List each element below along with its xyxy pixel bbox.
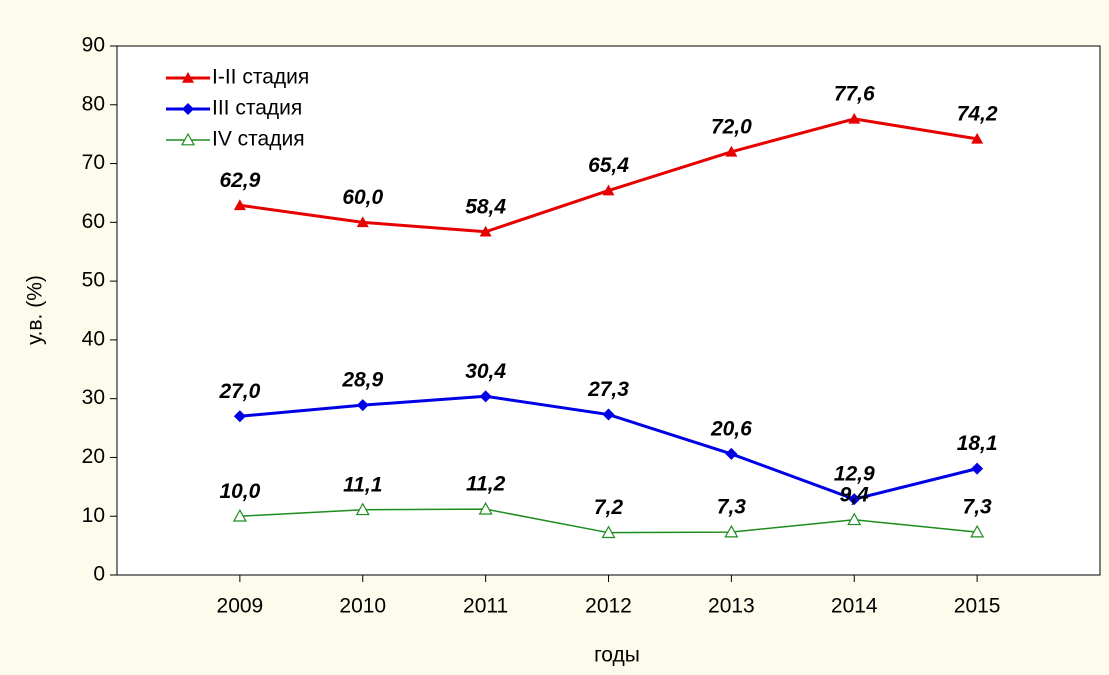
value-label: 10,0 — [219, 480, 260, 503]
y-tick-label: 70 — [82, 151, 105, 174]
y-tick-label: 60 — [82, 210, 105, 233]
value-label: 60,0 — [342, 186, 383, 209]
value-label: 11,2 — [466, 473, 506, 496]
legend-marker — [180, 132, 196, 146]
y-tick-label: 10 — [82, 504, 105, 527]
value-label: 12,9 — [834, 463, 875, 486]
plot-area — [116, 45, 1101, 576]
value-label: 9,4 — [840, 483, 870, 506]
value-label: 30,4 — [465, 360, 506, 383]
data-point — [847, 512, 862, 526]
value-label: 65,4 — [588, 154, 629, 177]
y-tick-label: 80 — [82, 92, 105, 115]
x-tick-label: 2015 — [954, 595, 1001, 618]
data-point — [724, 524, 739, 538]
data-point — [356, 216, 369, 228]
value-label: 7,3 — [717, 496, 747, 519]
value-label: 27,0 — [218, 380, 260, 403]
value-label: 58,4 — [465, 195, 506, 218]
y-tick-label: 20 — [82, 445, 105, 468]
value-label: 77,6 — [834, 82, 875, 105]
data-point — [233, 410, 246, 423]
x-tick-label: 2013 — [708, 595, 755, 618]
y-tick-label: 40 — [82, 327, 105, 350]
x-tick-label: 2009 — [217, 595, 264, 618]
y-tick-label: 50 — [82, 269, 105, 292]
data-point — [356, 399, 369, 412]
x-tick-label: 2014 — [831, 595, 878, 618]
data-point — [233, 199, 246, 211]
x-tick-label: 2012 — [585, 595, 632, 618]
data-point — [602, 184, 615, 196]
value-label: 72,0 — [711, 115, 752, 138]
value-label: 18,1 — [957, 432, 998, 455]
data-point — [848, 493, 861, 506]
legend-marker — [182, 103, 194, 115]
data-point — [971, 132, 984, 144]
data-point — [725, 145, 738, 157]
value-label: 20,6 — [710, 417, 752, 440]
y-tick-label: 0 — [93, 563, 105, 586]
data-point — [970, 524, 985, 538]
value-label: 11,1 — [343, 473, 382, 496]
value-label: 28,9 — [341, 369, 383, 392]
legend-label: I-II стадия — [212, 66, 309, 89]
data-point — [478, 501, 493, 515]
data-point — [479, 390, 492, 403]
data-point — [601, 525, 616, 539]
data-point — [725, 447, 738, 460]
data-point — [971, 462, 984, 475]
value-label: 62,9 — [219, 169, 260, 192]
x-axis-label: годы — [594, 644, 640, 667]
legend-label: IV стадия — [212, 128, 305, 151]
y-axis-label: у.в. (%) — [24, 275, 47, 345]
x-tick-label: 2011 — [463, 595, 508, 618]
value-label: 27,3 — [587, 378, 629, 401]
y-tick-label: 90 — [82, 34, 105, 57]
y-tick-label: 30 — [82, 386, 105, 409]
data-point — [232, 508, 247, 522]
data-point — [602, 408, 615, 421]
value-label: 7,2 — [594, 496, 624, 519]
value-label: 74,2 — [957, 102, 998, 125]
data-point — [355, 502, 370, 516]
legend-label: III стадия — [212, 97, 302, 120]
x-tick-label: 2010 — [339, 595, 386, 618]
data-point — [848, 112, 861, 124]
data-point — [479, 225, 492, 237]
value-label: 7,3 — [963, 496, 993, 519]
legend-marker — [182, 72, 194, 83]
